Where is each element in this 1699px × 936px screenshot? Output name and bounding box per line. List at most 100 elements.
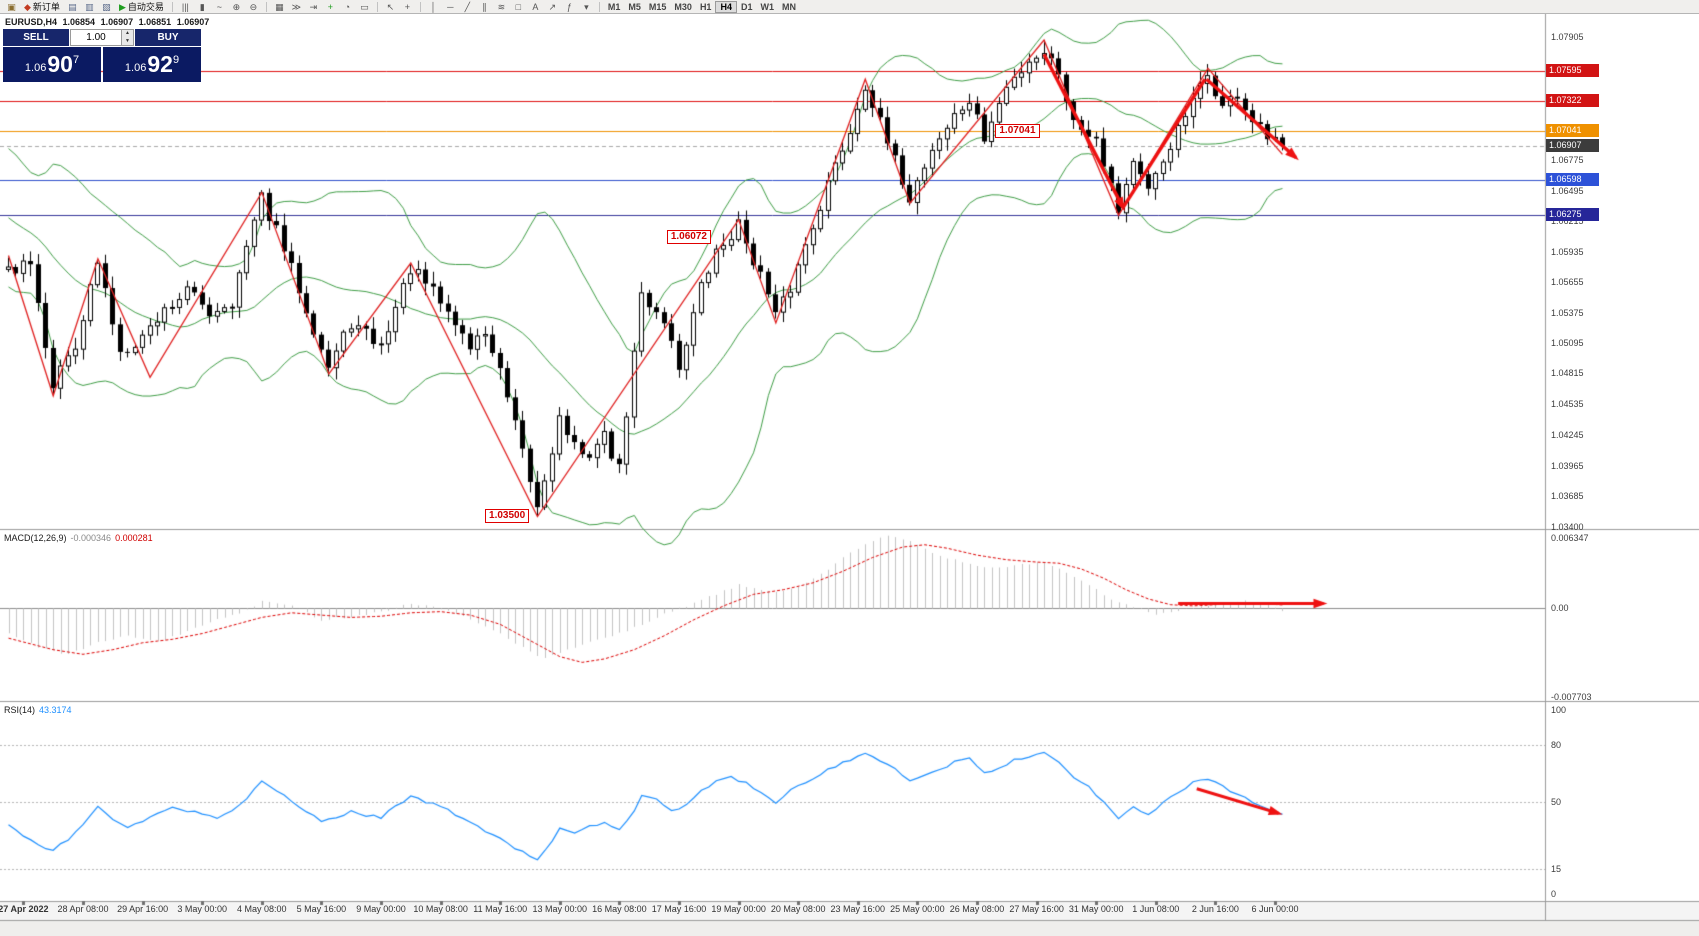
- chart-annotation[interactable]: 1.06072: [666, 229, 711, 244]
- macd-signal-value: 0.000281: [115, 533, 153, 543]
- buy-button[interactable]: BUY: [135, 29, 201, 46]
- price-axis-label: 1.07905: [1551, 32, 1584, 43]
- crosshair-icon[interactable]: +: [399, 1, 416, 13]
- bars-chart-icon[interactable]: |||: [177, 1, 194, 13]
- candles-chart-icon[interactable]: ▮: [194, 1, 211, 13]
- chart-open-value: 1.06854: [62, 17, 96, 27]
- trendline-icon-glyph: ╱: [464, 1, 471, 12]
- zoom-out-icon[interactable]: ⊖: [245, 1, 262, 13]
- rsi-axis-label: 15: [1551, 863, 1562, 874]
- time-axis-label: 20 May 08:00: [770, 904, 826, 914]
- chart-low-value: 1.06851: [138, 17, 172, 27]
- vertical-line-icon[interactable]: │: [425, 1, 442, 13]
- market-watch-icon[interactable]: ▤: [64, 1, 81, 13]
- price-axis-label: 1.04245: [1551, 430, 1584, 441]
- autotrading-button[interactable]: ▶ 自动交易: [115, 1, 168, 13]
- cursor-icon[interactable]: ↖: [382, 1, 399, 13]
- rsi-axis-label: 50: [1551, 797, 1562, 807]
- timeframe-m1-button[interactable]: M1: [607, 1, 621, 12]
- chart-ohlc-header: EURUSD,H4 1.06854 1.06907 1.06851 1.0690…: [5, 17, 212, 27]
- horizontal-line-icon[interactable]: ─: [442, 1, 459, 13]
- toolbar-separator: [419, 1, 421, 12]
- chart-annotation[interactable]: 1.03500: [485, 509, 530, 524]
- time-axis-label: 17 May 16:00: [651, 904, 707, 914]
- zoom-in-icon[interactable]: ⊕: [228, 1, 245, 13]
- text-icon-glyph: A: [532, 1, 539, 12]
- rsi-indicator-label: RSI(14) 43.3174: [4, 705, 72, 715]
- arrows-icon[interactable]: ↗: [544, 1, 561, 13]
- arrows-icon-glyph: ↗: [548, 1, 557, 12]
- rsi-axis-label: 0: [1551, 889, 1557, 899]
- buy-price-big-digits: 92: [147, 51, 173, 77]
- text-icon[interactable]: A: [527, 1, 544, 13]
- autotrading-button-glyph: ▶: [118, 1, 126, 12]
- time-axis-label: 13 May 00:00: [532, 904, 588, 914]
- timeframe-m5-button[interactable]: M5: [628, 1, 641, 12]
- chart-shift-icon[interactable]: ⇥: [305, 1, 322, 13]
- channel-icon[interactable]: ∥: [476, 1, 493, 13]
- line-chart-icon[interactable]: ~: [211, 1, 228, 13]
- tile-windows-icon[interactable]: ▦: [271, 1, 288, 13]
- sell-price-pip-digit: 7: [72, 53, 80, 66]
- period-icon[interactable]: ◔: [339, 1, 356, 13]
- macd-indicator-label: MACD(12,26,9) -0.000346 0.000281: [4, 533, 153, 543]
- trendline-icon[interactable]: ╱: [459, 1, 476, 13]
- new-order-button-glyph: ◆: [24, 1, 31, 12]
- toolbar-separator: [376, 1, 378, 12]
- auto-scroll-icon[interactable]: ≫: [288, 1, 305, 13]
- timeframe-mn-button[interactable]: MN: [781, 1, 796, 12]
- time-axis-label: 28 Apr 08:00: [57, 904, 109, 914]
- time-axis-label: 3 May 00:00: [177, 904, 227, 914]
- timeframe-h4-button[interactable]: H4: [715, 0, 737, 13]
- data-window-icon[interactable]: ▥: [81, 1, 98, 13]
- navigator-icon[interactable]: ▧: [98, 1, 115, 13]
- buy-price-prefix: 1.06: [124, 62, 147, 74]
- candles-chart-icon-glyph: ▮: [199, 1, 205, 12]
- sell-price-display[interactable]: 1.06 90 7: [3, 47, 101, 82]
- price-axis-label: 1.05375: [1551, 307, 1584, 318]
- fibonacci-icon[interactable]: ≋: [493, 1, 510, 13]
- volume-decrease-button[interactable]: ▼: [122, 37, 133, 45]
- new-window-icon-glyph: +: [327, 1, 333, 12]
- price-axis-label: 1.05095: [1551, 338, 1584, 348]
- timeframe-w1-button[interactable]: W1: [760, 1, 774, 12]
- tile-windows-icon-glyph: ▦: [275, 1, 284, 12]
- toolbar-separator: [171, 1, 173, 12]
- rsi-value: 43.3174: [39, 705, 72, 715]
- new-chart-icon[interactable]: ▣: [3, 1, 20, 13]
- time-axis-label: 5 May 16:00: [296, 904, 347, 914]
- one-click-trading-panel: SELL 1.00 ▲ ▼ BUY 1.06 90 7 1.06 92 9: [3, 29, 201, 82]
- timeframe-m30-button[interactable]: M30: [674, 1, 692, 12]
- macd-axis-label: 0.006347: [1551, 533, 1589, 543]
- chart-annotation[interactable]: 1.07041: [995, 124, 1040, 139]
- indicators-icon[interactable]: ƒ: [561, 1, 578, 13]
- timeframe-d1-button[interactable]: D1: [740, 1, 753, 12]
- time-axis-label: 29 Apr 16:00: [117, 904, 169, 914]
- new-chart-icon-glyph: ▣: [7, 1, 16, 12]
- new-order-button-label: 新订单: [32, 2, 60, 12]
- timeframe-m15-button[interactable]: M15: [648, 1, 667, 12]
- volume-input[interactable]: 1.00 ▲ ▼: [70, 29, 134, 46]
- volume-value[interactable]: 1.00: [86, 32, 106, 43]
- new-order-button[interactable]: ◆ 新订单: [20, 1, 64, 13]
- volume-increase-button[interactable]: ▲: [122, 30, 133, 38]
- buy-price-display[interactable]: 1.06 92 9: [103, 47, 201, 82]
- indicator-list-dropdown[interactable]: ▾: [578, 1, 595, 13]
- templates-icon[interactable]: ▭: [356, 1, 373, 13]
- price-line-tag: 1.07322: [1546, 93, 1599, 107]
- new-window-icon[interactable]: +: [322, 1, 339, 13]
- period-icon-glyph: ◔: [344, 1, 351, 12]
- time-axis-label: 27 May 16:00: [1009, 904, 1064, 914]
- time-axis-label: 31 May 00:00: [1068, 904, 1124, 914]
- time-axis-label: 2 Jun 16:00: [1191, 904, 1239, 914]
- time-axis-label: 4 May 08:00: [237, 904, 287, 914]
- timeframe-h1-button[interactable]: H1: [699, 1, 712, 12]
- sell-button[interactable]: SELL: [3, 29, 69, 46]
- shapes-icon[interactable]: □: [510, 1, 527, 13]
- crosshair-icon-glyph: +: [404, 1, 410, 12]
- auto-scroll-icon-glyph: ≫: [291, 1, 302, 12]
- macd-axis-label: -0.007703: [1551, 692, 1592, 702]
- bars-chart-icon-glyph: |||: [181, 1, 189, 12]
